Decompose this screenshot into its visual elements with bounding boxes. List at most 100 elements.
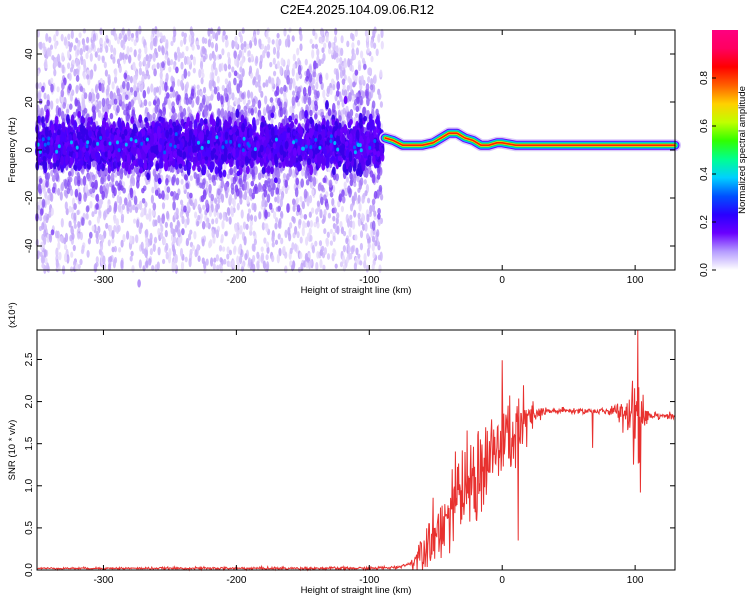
spectrogram-noise-blob [162, 258, 166, 265]
spectrogram-noise-blob [133, 84, 137, 92]
spectrogram-noise-blob [321, 36, 325, 43]
spectrogram-noise-blob [243, 105, 248, 112]
spectrogram-noise-blob [92, 109, 97, 121]
spectrogram-noise-blob [250, 180, 255, 187]
spectrogram-noise-blob [335, 73, 340, 82]
spectrogram-noise-blob [86, 74, 90, 80]
spectrogram-noise-blob [354, 29, 358, 37]
spectrogram-noise-blob [133, 65, 137, 72]
spectrogram-noise-blob [159, 231, 164, 239]
spectrogram-noise-blob [248, 65, 253, 74]
spectrogram-noise-blob [314, 43, 318, 50]
spectrogram-noise-blob [221, 219, 225, 230]
spectrogram-noise-blob [121, 93, 125, 103]
spectrogram-noise-blob [175, 177, 180, 186]
spectrogram-noise-blob [99, 47, 103, 53]
spectrogram-noise-blob [295, 177, 300, 186]
spectrogram-noise-blob [130, 32, 135, 39]
spectrogram-noise-blob [288, 81, 292, 91]
spectrogram-noise-blob [173, 29, 177, 38]
spectrogram-noise-blob [193, 230, 197, 240]
spectrogram-noise-blob [73, 202, 77, 211]
spectrogram-noise-blob [61, 64, 65, 74]
spectrogram-noise-blob [37, 183, 42, 194]
spectrogram-noise-blob [339, 221, 343, 228]
spectrogram-noise-blob [251, 169, 255, 178]
spectrogram-noise-blob [314, 32, 318, 40]
spectrogram-noise-blob [339, 261, 344, 268]
spectrogram-noise-blob [80, 178, 84, 186]
spectrogram-noise-blob [92, 105, 96, 112]
spectrogram-noise-blob [158, 193, 162, 200]
spectrogram-noise-blob [59, 235, 63, 242]
spectrogram-noise-blob [135, 30, 139, 39]
spectrogram-noise-blob [209, 239, 213, 247]
spectrogram-noise-blob [123, 72, 128, 80]
spectrogram-noise-blob [41, 85, 45, 93]
spectrogram-noise-blob [258, 211, 262, 220]
spectrogram-noise-blob [159, 71, 163, 80]
spectrogram-noise-blob [136, 179, 140, 189]
spectrogram-noise-blob [94, 179, 98, 190]
spectrogram-noise-blob [354, 69, 359, 76]
spectrogram-noise-blob [39, 41, 43, 50]
spectrogram-noise-blob [266, 261, 270, 271]
spectrogram-noise-blob [276, 32, 280, 39]
spectrogram-noise-blob [99, 242, 104, 252]
spectrogram-noise-blob [265, 241, 270, 248]
spectrogram-noise-blob [349, 214, 353, 220]
spectrogram-noise-blob [365, 169, 369, 178]
spectrogram-noise-blob [354, 98, 358, 106]
spectrogram-noise-blob [271, 105, 276, 113]
spectrogram-noise-blob [220, 179, 225, 189]
spectrogram-noise-blob [271, 235, 275, 243]
spectrogram-noise-blob [97, 109, 101, 118]
spectrogram-noise-blob [217, 108, 221, 117]
spectrogram-noise-blob [54, 41, 58, 50]
spectrogram-noise-blob [257, 99, 262, 109]
spectrogram-noise-blob [51, 55, 55, 61]
spectrogram-noise-blob [277, 220, 281, 229]
spectrogram-noise-blob [271, 39, 275, 45]
spectrogram-noise-blob [240, 209, 244, 219]
spectrogram-noise-blob [114, 67, 118, 78]
spectrogram-noise-blob [153, 68, 157, 77]
spectrogram-noise-blob [329, 240, 333, 246]
spectrogram-noise-blob [352, 220, 356, 230]
spectrogram-noise-blob [172, 174, 176, 183]
spectrogram-noise-blob [312, 28, 316, 37]
spectrogram-noise-blob [138, 97, 142, 105]
spectrogram-noise-blob [196, 89, 200, 96]
spectrogram-noise-blob [316, 74, 320, 83]
spectrogram-noise-blob [64, 252, 68, 263]
spectrogram-noise-blob [64, 244, 68, 251]
spectrogram-noise-blob [318, 74, 323, 85]
spectrogram-noise-blob [264, 200, 268, 208]
spectrogram-noise-blob [41, 255, 46, 264]
spectrogram-noise-blob [64, 179, 68, 189]
spectrogram-noise-blob [262, 82, 266, 88]
spectrogram-noise-blob [150, 83, 154, 93]
spectrogram-noise-blob [257, 79, 261, 88]
spectrogram-noise-blob [315, 208, 319, 215]
spectrogram-noise-blob [191, 44, 195, 51]
spectrogram-noise-blob [152, 243, 156, 252]
spectrogram-noise-blob [64, 201, 68, 211]
spectrogram-noise-blob [252, 98, 256, 108]
spectrogram-noise-blob [299, 196, 303, 202]
spectrogram-noise-blob [208, 209, 212, 218]
spectrogram-noise-blob [341, 254, 346, 264]
spectrogram-noise-blob [308, 260, 312, 270]
spectrogram-noise-blob [133, 49, 137, 58]
spectrogram-noise-blob [141, 197, 146, 204]
spectrogram-noise-blob [347, 58, 351, 68]
spectrogram-noise-blob [36, 29, 41, 38]
spectrogram-noise-blob [171, 114, 176, 120]
spectrogram-noise-blob [68, 43, 72, 53]
spectrogram-noise-blob [320, 57, 325, 65]
spectrogram-noise-blob [253, 215, 257, 222]
spectrogram-noise-blob [335, 217, 339, 225]
spectrogram-noise-blob [296, 47, 300, 56]
spectrogram-noise-blob [222, 30, 226, 36]
